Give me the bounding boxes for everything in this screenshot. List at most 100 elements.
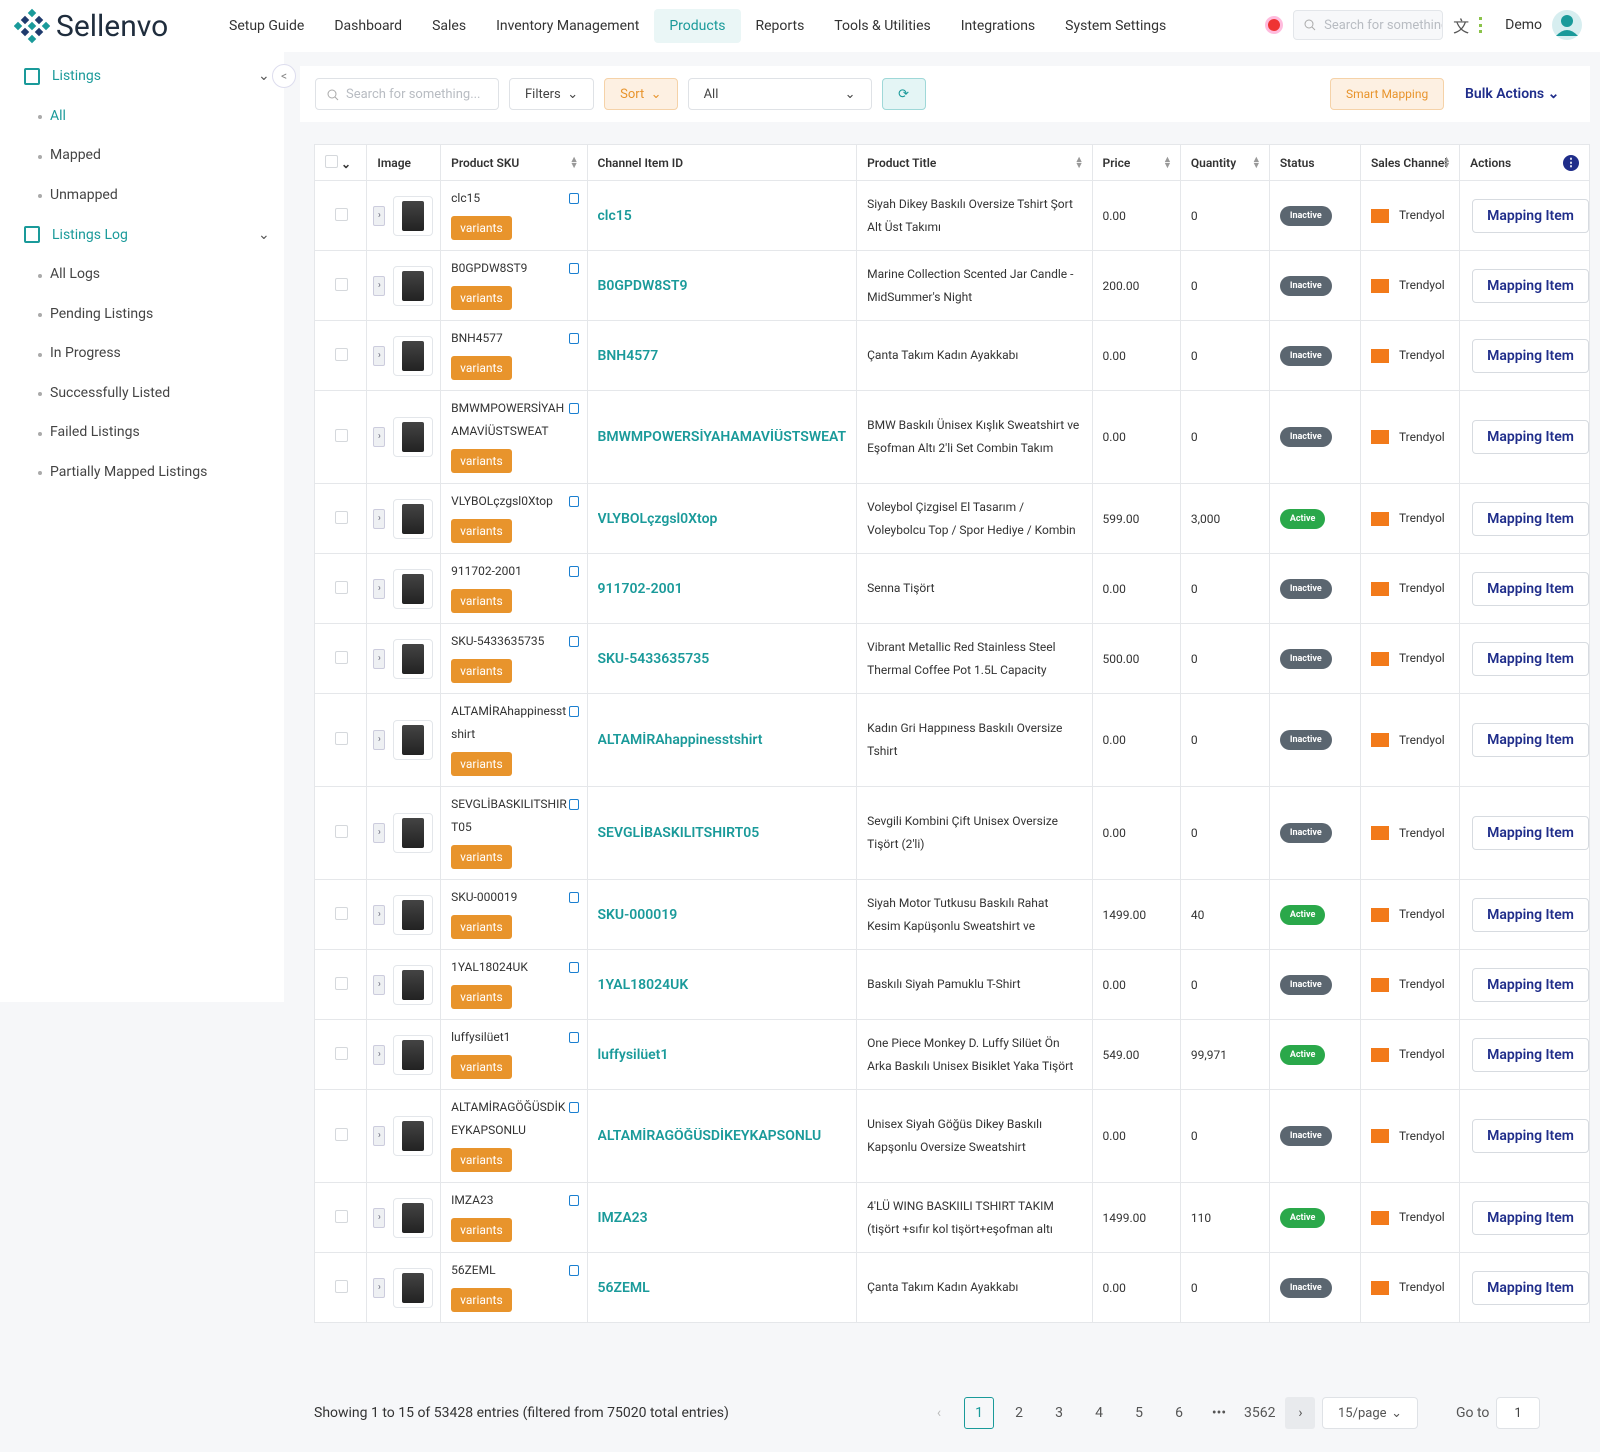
mapping-item-button[interactable]: Mapping Item: [1472, 1037, 1589, 1072]
variants-button[interactable]: variants: [451, 985, 512, 1009]
channel-item-id[interactable]: 911702-2001: [597, 580, 683, 597]
mapping-item-button[interactable]: Mapping Item: [1472, 571, 1589, 606]
nav-item[interactable]: Setup Guide: [229, 18, 305, 34]
variants-button[interactable]: variants: [451, 752, 512, 776]
expand-button[interactable]: ›: [373, 1044, 386, 1065]
row-checkbox[interactable]: [335, 906, 348, 920]
sidebar-item[interactable]: Mapped: [0, 136, 284, 176]
sidebar-item[interactable]: Pending Listings: [0, 294, 284, 334]
header-search[interactable]: Search for something: [1293, 10, 1444, 40]
copy-icon[interactable]: [568, 1265, 579, 1276]
copy-icon[interactable]: [568, 566, 579, 577]
mapping-item-button[interactable]: Mapping Item: [1472, 268, 1589, 303]
filters-button[interactable]: Filters ⌄: [509, 78, 595, 110]
channel-item-id[interactable]: luffysilüet1: [597, 1046, 669, 1063]
prev-page[interactable]: ‹: [936, 1405, 942, 1421]
variants-button[interactable]: variants: [451, 589, 512, 613]
row-checkbox[interactable]: [335, 429, 348, 442]
expand-button[interactable]: ›: [373, 974, 386, 995]
nav-item[interactable]: Integrations: [960, 18, 1036, 34]
bulk-actions-button[interactable]: Bulk Actions ⌄: [1450, 78, 1575, 110]
sidebar-item[interactable]: In Progress: [0, 334, 284, 374]
row-checkbox[interactable]: [335, 1128, 348, 1141]
refresh-button[interactable]: ⟳: [881, 78, 926, 110]
variants-button[interactable]: variants: [451, 1055, 512, 1079]
copy-icon[interactable]: [568, 333, 579, 344]
brand[interactable]: Sellenvo: [14, 8, 214, 44]
goto-input[interactable]: 1: [1496, 1397, 1540, 1429]
row-checkbox[interactable]: [335, 1209, 348, 1223]
channel-item-id[interactable]: B0GPDW8ST9: [597, 277, 688, 294]
channel-item-id[interactable]: ALTAMİRAGÖĞÜSDİKEYKAPSONLU: [597, 1128, 822, 1144]
avatar[interactable]: [1552, 10, 1582, 40]
copy-icon[interactable]: [568, 496, 579, 507]
row-checkbox[interactable]: [335, 277, 348, 291]
record-indicator[interactable]: [1265, 16, 1284, 34]
sidebar-item[interactable]: All: [0, 96, 284, 136]
variants-button[interactable]: variants: [451, 519, 512, 543]
row-checkbox[interactable]: [335, 825, 348, 838]
smart-mapping-button[interactable]: Smart Mapping: [1330, 78, 1445, 110]
sidebar-item[interactable]: Failed Listings: [0, 413, 284, 453]
mapping-item-button[interactable]: Mapping Item: [1472, 897, 1589, 932]
variants-button[interactable]: variants: [451, 356, 512, 380]
channel-item-id[interactable]: SKU-5433635735: [597, 650, 710, 667]
row-checkbox[interactable]: [335, 976, 348, 990]
copy-icon[interactable]: [568, 1195, 579, 1206]
mapping-item-button[interactable]: Mapping Item: [1472, 1200, 1589, 1235]
channel-item-id[interactable]: SEVGLİBASKILITSHIRT05: [597, 825, 760, 841]
collapse-button[interactable]: <: [272, 64, 296, 88]
sidebar-group[interactable]: Listings ⌄: [0, 56, 284, 96]
variants-button[interactable]: variants: [451, 845, 512, 869]
sidebar-item[interactable]: All Logs: [0, 255, 284, 295]
nav-item[interactable]: Reports: [755, 18, 805, 34]
expand-button[interactable]: ›: [373, 823, 386, 843]
row-checkbox[interactable]: [335, 732, 348, 745]
mapping-item-button[interactable]: Mapping Item: [1472, 1119, 1589, 1153]
expand-button[interactable]: ›: [373, 275, 386, 296]
page-number[interactable]: 4: [1095, 1405, 1103, 1421]
variants-button[interactable]: variants: [451, 915, 512, 939]
channel-item-id[interactable]: clc15: [597, 207, 632, 224]
copy-icon[interactable]: [568, 636, 579, 647]
expand-button[interactable]: ›: [373, 1277, 386, 1298]
copy-icon[interactable]: [568, 892, 579, 903]
expand-button[interactable]: ›: [373, 730, 386, 750]
mapping-item-button[interactable]: Mapping Item: [1472, 420, 1589, 454]
page-number[interactable]: 2: [1015, 1405, 1023, 1421]
page-number[interactable]: 1: [964, 1397, 994, 1429]
row-checkbox[interactable]: [335, 1046, 348, 1060]
mapping-item-button[interactable]: Mapping Item: [1472, 641, 1589, 676]
menu-icon[interactable]: [1479, 17, 1495, 33]
variants-button[interactable]: variants: [451, 449, 512, 473]
copy-icon[interactable]: [568, 799, 579, 810]
row-checkbox[interactable]: [335, 580, 348, 594]
nav-item[interactable]: Inventory Management: [496, 18, 640, 34]
mapping-item-button[interactable]: Mapping Item: [1472, 1270, 1589, 1305]
variants-button[interactable]: variants: [451, 1148, 512, 1172]
expand-button[interactable]: ›: [373, 508, 386, 529]
variants-button[interactable]: variants: [451, 1288, 512, 1312]
copy-icon[interactable]: [568, 962, 579, 973]
channel-item-id[interactable]: BMWMPOWERSİYAHAMAVİÜSTSWEAT: [597, 429, 847, 445]
row-checkbox[interactable]: [335, 347, 348, 361]
user-name[interactable]: Demo: [1505, 17, 1542, 33]
sidebar-item[interactable]: Successfully Listed: [0, 373, 284, 413]
mapping-item-button[interactable]: Mapping Item: [1472, 723, 1589, 757]
variants-button[interactable]: variants: [451, 1218, 512, 1242]
channel-item-id[interactable]: 56ZEML: [597, 1279, 650, 1296]
nav-item[interactable]: Sales: [432, 18, 467, 34]
status-select[interactable]: All ⌄: [687, 78, 872, 110]
variants-button[interactable]: variants: [451, 216, 512, 240]
mapping-item-button[interactable]: Mapping Item: [1472, 967, 1589, 1002]
nav-item[interactable]: Products: [654, 9, 741, 43]
channel-item-id[interactable]: 1YAL18024UK: [597, 976, 689, 993]
sidebar-item[interactable]: Partially Mapped Listings: [0, 452, 284, 492]
expand-button[interactable]: ›: [373, 1126, 386, 1146]
copy-icon[interactable]: [568, 193, 579, 204]
row-checkbox[interactable]: [335, 510, 348, 524]
expand-button[interactable]: ›: [373, 427, 386, 447]
row-checkbox[interactable]: [335, 650, 348, 664]
mapping-item-button[interactable]: Mapping Item: [1472, 501, 1589, 536]
mapping-item-button[interactable]: Mapping Item: [1472, 338, 1589, 373]
